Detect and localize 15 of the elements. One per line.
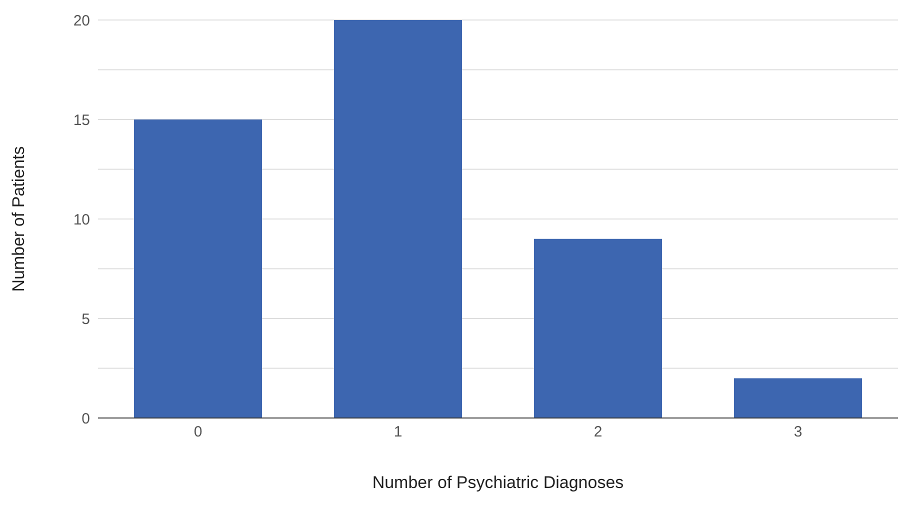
y-tick-label: 10 <box>73 211 90 228</box>
x-axis-title: Number of Psychiatric Diagnoses <box>372 473 624 492</box>
y-axis-title: Number of Patients <box>9 146 28 292</box>
y-tick-label: 20 <box>73 12 90 30</box>
x-tick-label: 1 <box>394 424 402 441</box>
bar <box>734 378 862 418</box>
x-tick-label: 3 <box>794 424 802 441</box>
y-tick-label: 0 <box>82 410 90 428</box>
x-tick-label: 2 <box>594 424 602 441</box>
y-tick-label: 5 <box>82 310 90 328</box>
x-tick-label: 0 <box>194 424 202 441</box>
bar <box>534 238 662 418</box>
bar <box>134 120 262 418</box>
bar <box>334 20 462 418</box>
y-tick-label: 15 <box>73 112 90 129</box>
